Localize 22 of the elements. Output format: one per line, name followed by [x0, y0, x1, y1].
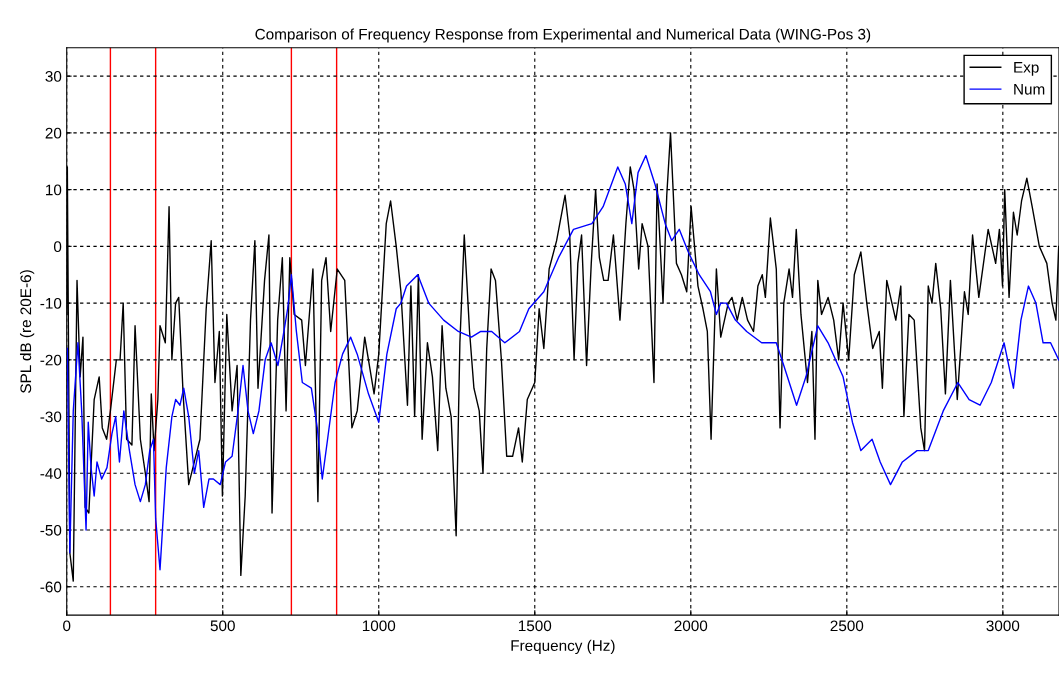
x-axis-title: Frequency (Hz) — [511, 639, 615, 655]
legend-label: Num — [1014, 83, 1045, 95]
y-tick-label: 30 — [45, 71, 62, 82]
x-tick-label: 2000 — [674, 620, 708, 632]
x-tick-label: 3000 — [986, 620, 1020, 632]
y-tick-label: -50 — [40, 524, 62, 536]
y-tick-label: -30 — [40, 411, 62, 423]
y-tick-label: -20 — [40, 354, 62, 366]
chart-title: Comparison of Frequency Response from Experimental and Numerical Data (WING-Pos 3) — [255, 28, 871, 43]
y-tick-label: 10 — [46, 184, 62, 196]
x-tick-label: 2500 — [830, 620, 864, 632]
y-tick-label: 0 — [53, 241, 62, 253]
y-tick-label: -60 — [40, 581, 62, 593]
legend-label: Exp — [1014, 62, 1039, 76]
y-tick-label: -10 — [40, 297, 62, 309]
y-axis-title: SPL dB (re 20E-6) — [19, 270, 35, 393]
y-tick-label: -40 — [40, 468, 62, 479]
x-tick-label: 0 — [63, 620, 71, 632]
x-tick-label: 500 — [210, 620, 235, 632]
x-tick-label: 1500 — [518, 620, 552, 632]
y-tick-label: 20 — [45, 127, 62, 139]
x-tick-label: 1000 — [362, 620, 396, 632]
